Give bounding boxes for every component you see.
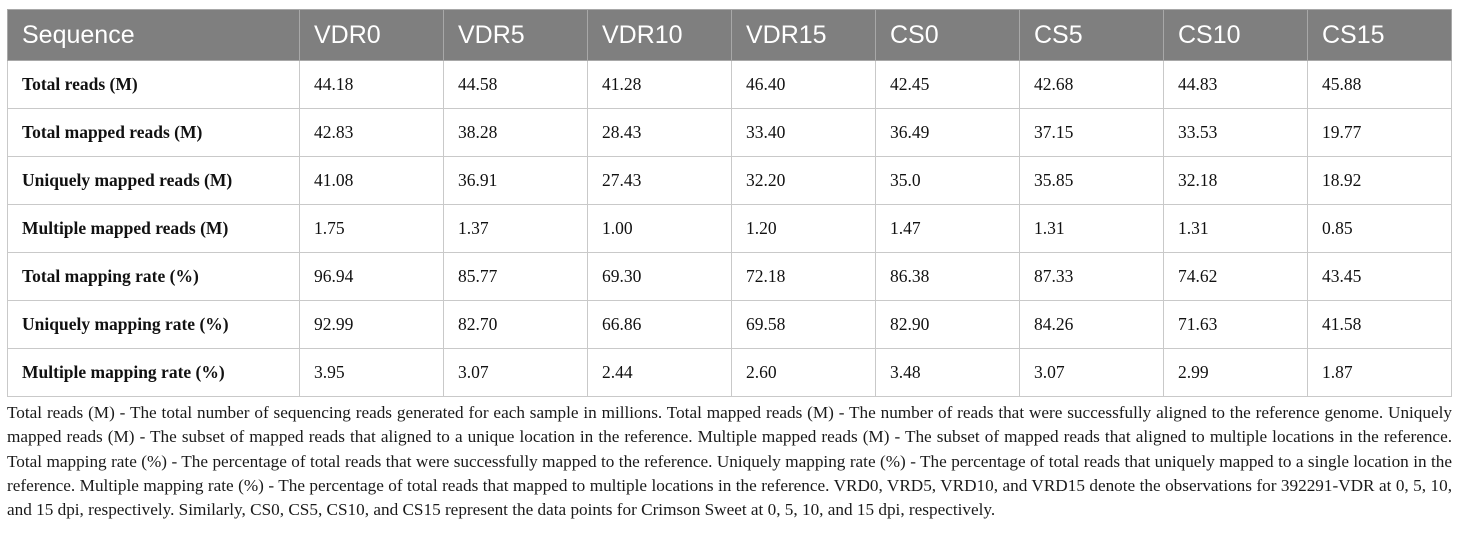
table-cell: 32.20 [731,156,876,205]
table-cell: 84.26 [1019,300,1164,349]
table-cell: 69.30 [587,252,732,301]
table-cell: 41.08 [299,156,444,205]
table-cell: 1.75 [299,204,444,253]
table-cell: 1.20 [731,204,876,253]
table-cell: 66.86 [587,300,732,349]
table-row: Total reads (M) 44.18 44.58 41.28 46.40 … [7,60,1452,109]
column-header-cs10: CS10 [1163,9,1308,61]
table-cell: 71.63 [1163,300,1308,349]
table-cell: 42.45 [875,60,1020,109]
table-cell: 87.33 [1019,252,1164,301]
table-row: Total mapping rate (%) 96.94 85.77 69.30… [7,252,1452,301]
table-row: Uniquely mapping rate (%) 92.99 82.70 66… [7,300,1452,349]
table-cell: 2.60 [731,348,876,397]
table-cell: 27.43 [587,156,732,205]
row-label: Uniquely mapped reads (M) [7,156,300,205]
table-cell: 28.43 [587,108,732,157]
table-cell: 82.90 [875,300,1020,349]
table-cell: 0.85 [1307,204,1452,253]
table-row: Multiple mapping rate (%) 3.95 3.07 2.44… [7,348,1452,397]
table-cell: 44.58 [443,60,588,109]
row-label: Total reads (M) [7,60,300,109]
table-cell: 19.77 [1307,108,1452,157]
table-cell: 44.83 [1163,60,1308,109]
table-cell: 82.70 [443,300,588,349]
table-cell: 1.37 [443,204,588,253]
column-header-vdr5: VDR5 [443,9,588,61]
table-cell: 42.68 [1019,60,1164,109]
table-cell: 18.92 [1307,156,1452,205]
table-cell: 33.40 [731,108,876,157]
table-cell: 3.48 [875,348,1020,397]
table-cell: 86.38 [875,252,1020,301]
table-footnote: Total reads (M) - The total number of se… [7,403,1452,520]
table-cell: 38.28 [443,108,588,157]
table-cell: 37.15 [1019,108,1164,157]
table-cell: 1.00 [587,204,732,253]
table-cell: 74.62 [1163,252,1308,301]
column-header-cs15: CS15 [1307,9,1452,61]
table-cell: 3.95 [299,348,444,397]
table-cell: 2.44 [587,348,732,397]
table-cell: 1.31 [1163,204,1308,253]
table-cell: 3.07 [1019,348,1164,397]
table-cell: 3.07 [443,348,588,397]
row-label: Multiple mapping rate (%) [7,348,300,397]
table-cell: 41.58 [1307,300,1452,349]
column-header-vdr10: VDR10 [587,9,732,61]
table-cell: 33.53 [1163,108,1308,157]
column-header-vdr15: VDR15 [731,9,876,61]
table-cell: 35.85 [1019,156,1164,205]
row-label: Total mapping rate (%) [7,252,300,301]
table-header: Sequence VDR0 VDR5 VDR10 VDR15 CS0 CS5 C… [7,9,1452,61]
table-cell: 1.87 [1307,348,1452,397]
column-header-cs0: CS0 [875,9,1020,61]
table-cell: 2.99 [1163,348,1308,397]
table-cell: 36.91 [443,156,588,205]
table-cell: 85.77 [443,252,588,301]
table-cell: 96.94 [299,252,444,301]
row-label: Uniquely mapping rate (%) [7,300,300,349]
mapping-stats-table-container: Sequence VDR0 VDR5 VDR10 VDR15 CS0 CS5 C… [7,9,1452,397]
table-row: Multiple mapped reads (M) 1.75 1.37 1.00… [7,204,1452,253]
table-cell: 41.28 [587,60,732,109]
table-cell: 69.58 [731,300,876,349]
table-cell: 72.18 [731,252,876,301]
table-body: Total reads (M) 44.18 44.58 41.28 46.40 … [7,60,1452,397]
mapping-stats-table: Sequence VDR0 VDR5 VDR10 VDR15 CS0 CS5 C… [7,9,1452,397]
table-cell: 44.18 [299,60,444,109]
table-cell: 43.45 [1307,252,1452,301]
column-header-vdr0: VDR0 [299,9,444,61]
header-row: Sequence VDR0 VDR5 VDR10 VDR15 CS0 CS5 C… [7,9,1452,61]
table-cell: 92.99 [299,300,444,349]
column-header-sequence: Sequence [7,9,300,61]
row-label: Multiple mapped reads (M) [7,204,300,253]
table-cell: 46.40 [731,60,876,109]
table-cell: 32.18 [1163,156,1308,205]
column-header-cs5: CS5 [1019,9,1164,61]
table-cell: 1.31 [1019,204,1164,253]
table-row: Uniquely mapped reads (M) 41.08 36.91 27… [7,156,1452,205]
table-cell: 35.0 [875,156,1020,205]
table-cell: 45.88 [1307,60,1452,109]
table-row: Total mapped reads (M) 42.83 38.28 28.43… [7,108,1452,157]
table-cell: 1.47 [875,204,1020,253]
table-cell: 42.83 [299,108,444,157]
table-cell: 36.49 [875,108,1020,157]
row-label: Total mapped reads (M) [7,108,300,157]
